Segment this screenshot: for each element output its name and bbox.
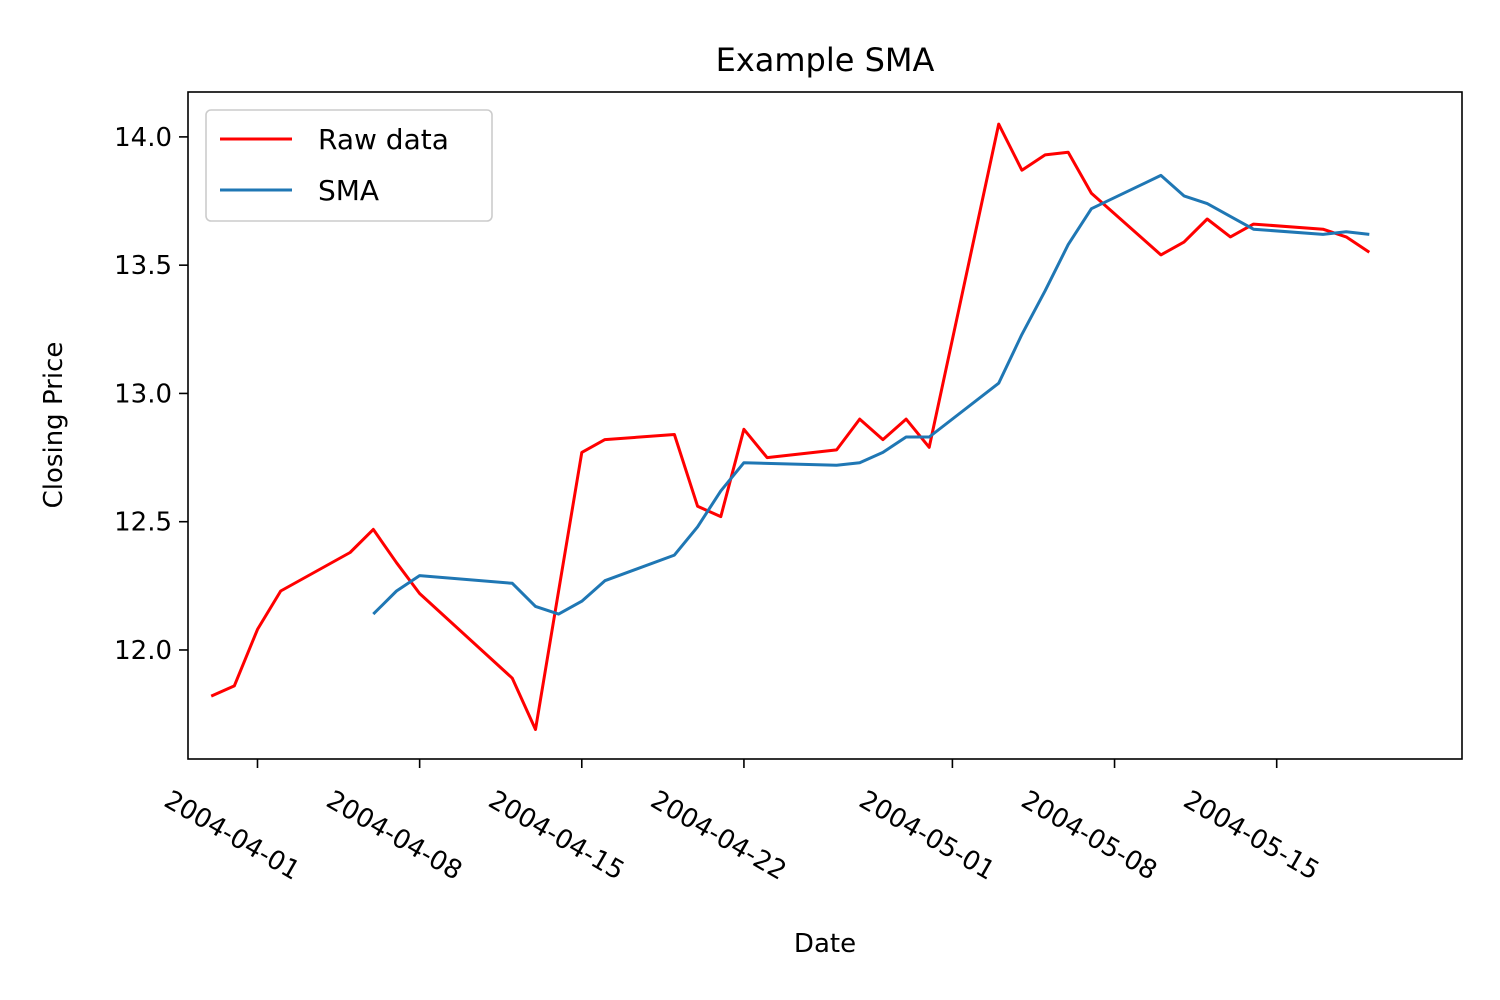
y-tick-label: 14.0 (114, 123, 172, 153)
legend: Raw data SMA (205, 109, 493, 222)
y-tick-label: 12.0 (114, 636, 172, 666)
series-line-sma (372, 173, 1370, 616)
plot-frame (187, 91, 1463, 760)
chart-title: Example SMA (716, 41, 935, 79)
y-tick-label: 13.5 (114, 251, 172, 281)
y-tick-label: 13.0 (114, 379, 172, 409)
legend-label-raw-data: Raw data (318, 123, 449, 156)
legend-label-sma: SMA (318, 174, 379, 207)
y-tick-label: 12.5 (114, 508, 172, 538)
y-axis: 12.0 12.5 13.0 13.5 14.0 (114, 123, 188, 666)
series-line-raw-data (210, 122, 1371, 731)
x-axis-label: Date (794, 929, 856, 959)
y-axis-label: Closing Price (39, 342, 69, 509)
series-layer (210, 122, 1371, 731)
